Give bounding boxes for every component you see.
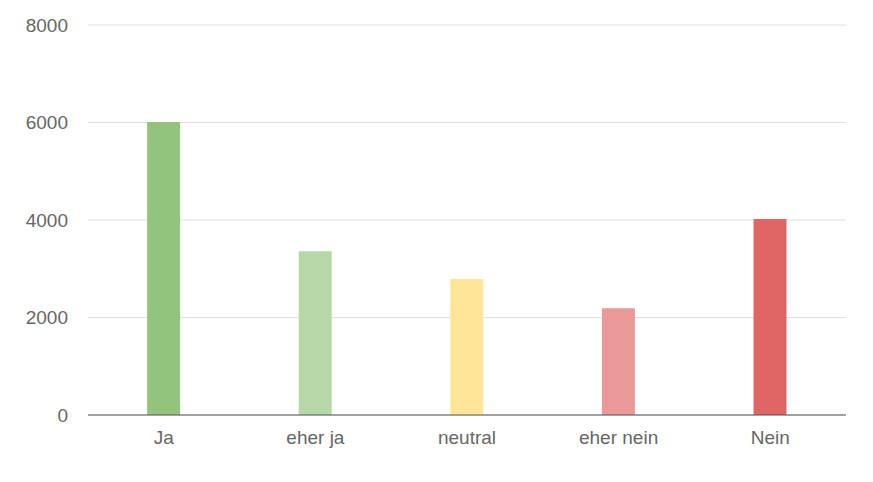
svg-text:0: 0 <box>57 405 68 426</box>
svg-text:2000: 2000 <box>26 307 68 328</box>
svg-text:Ja: Ja <box>154 427 175 448</box>
svg-text:eher nein: eher nein <box>579 427 658 448</box>
svg-text:4000: 4000 <box>26 210 68 231</box>
svg-text:Nein: Nein <box>751 427 790 448</box>
svg-text:neutral: neutral <box>438 427 496 448</box>
svg-text:8000: 8000 <box>26 15 68 36</box>
svg-text:6000: 6000 <box>26 112 68 133</box>
svg-text:eher ja: eher ja <box>286 427 345 448</box>
